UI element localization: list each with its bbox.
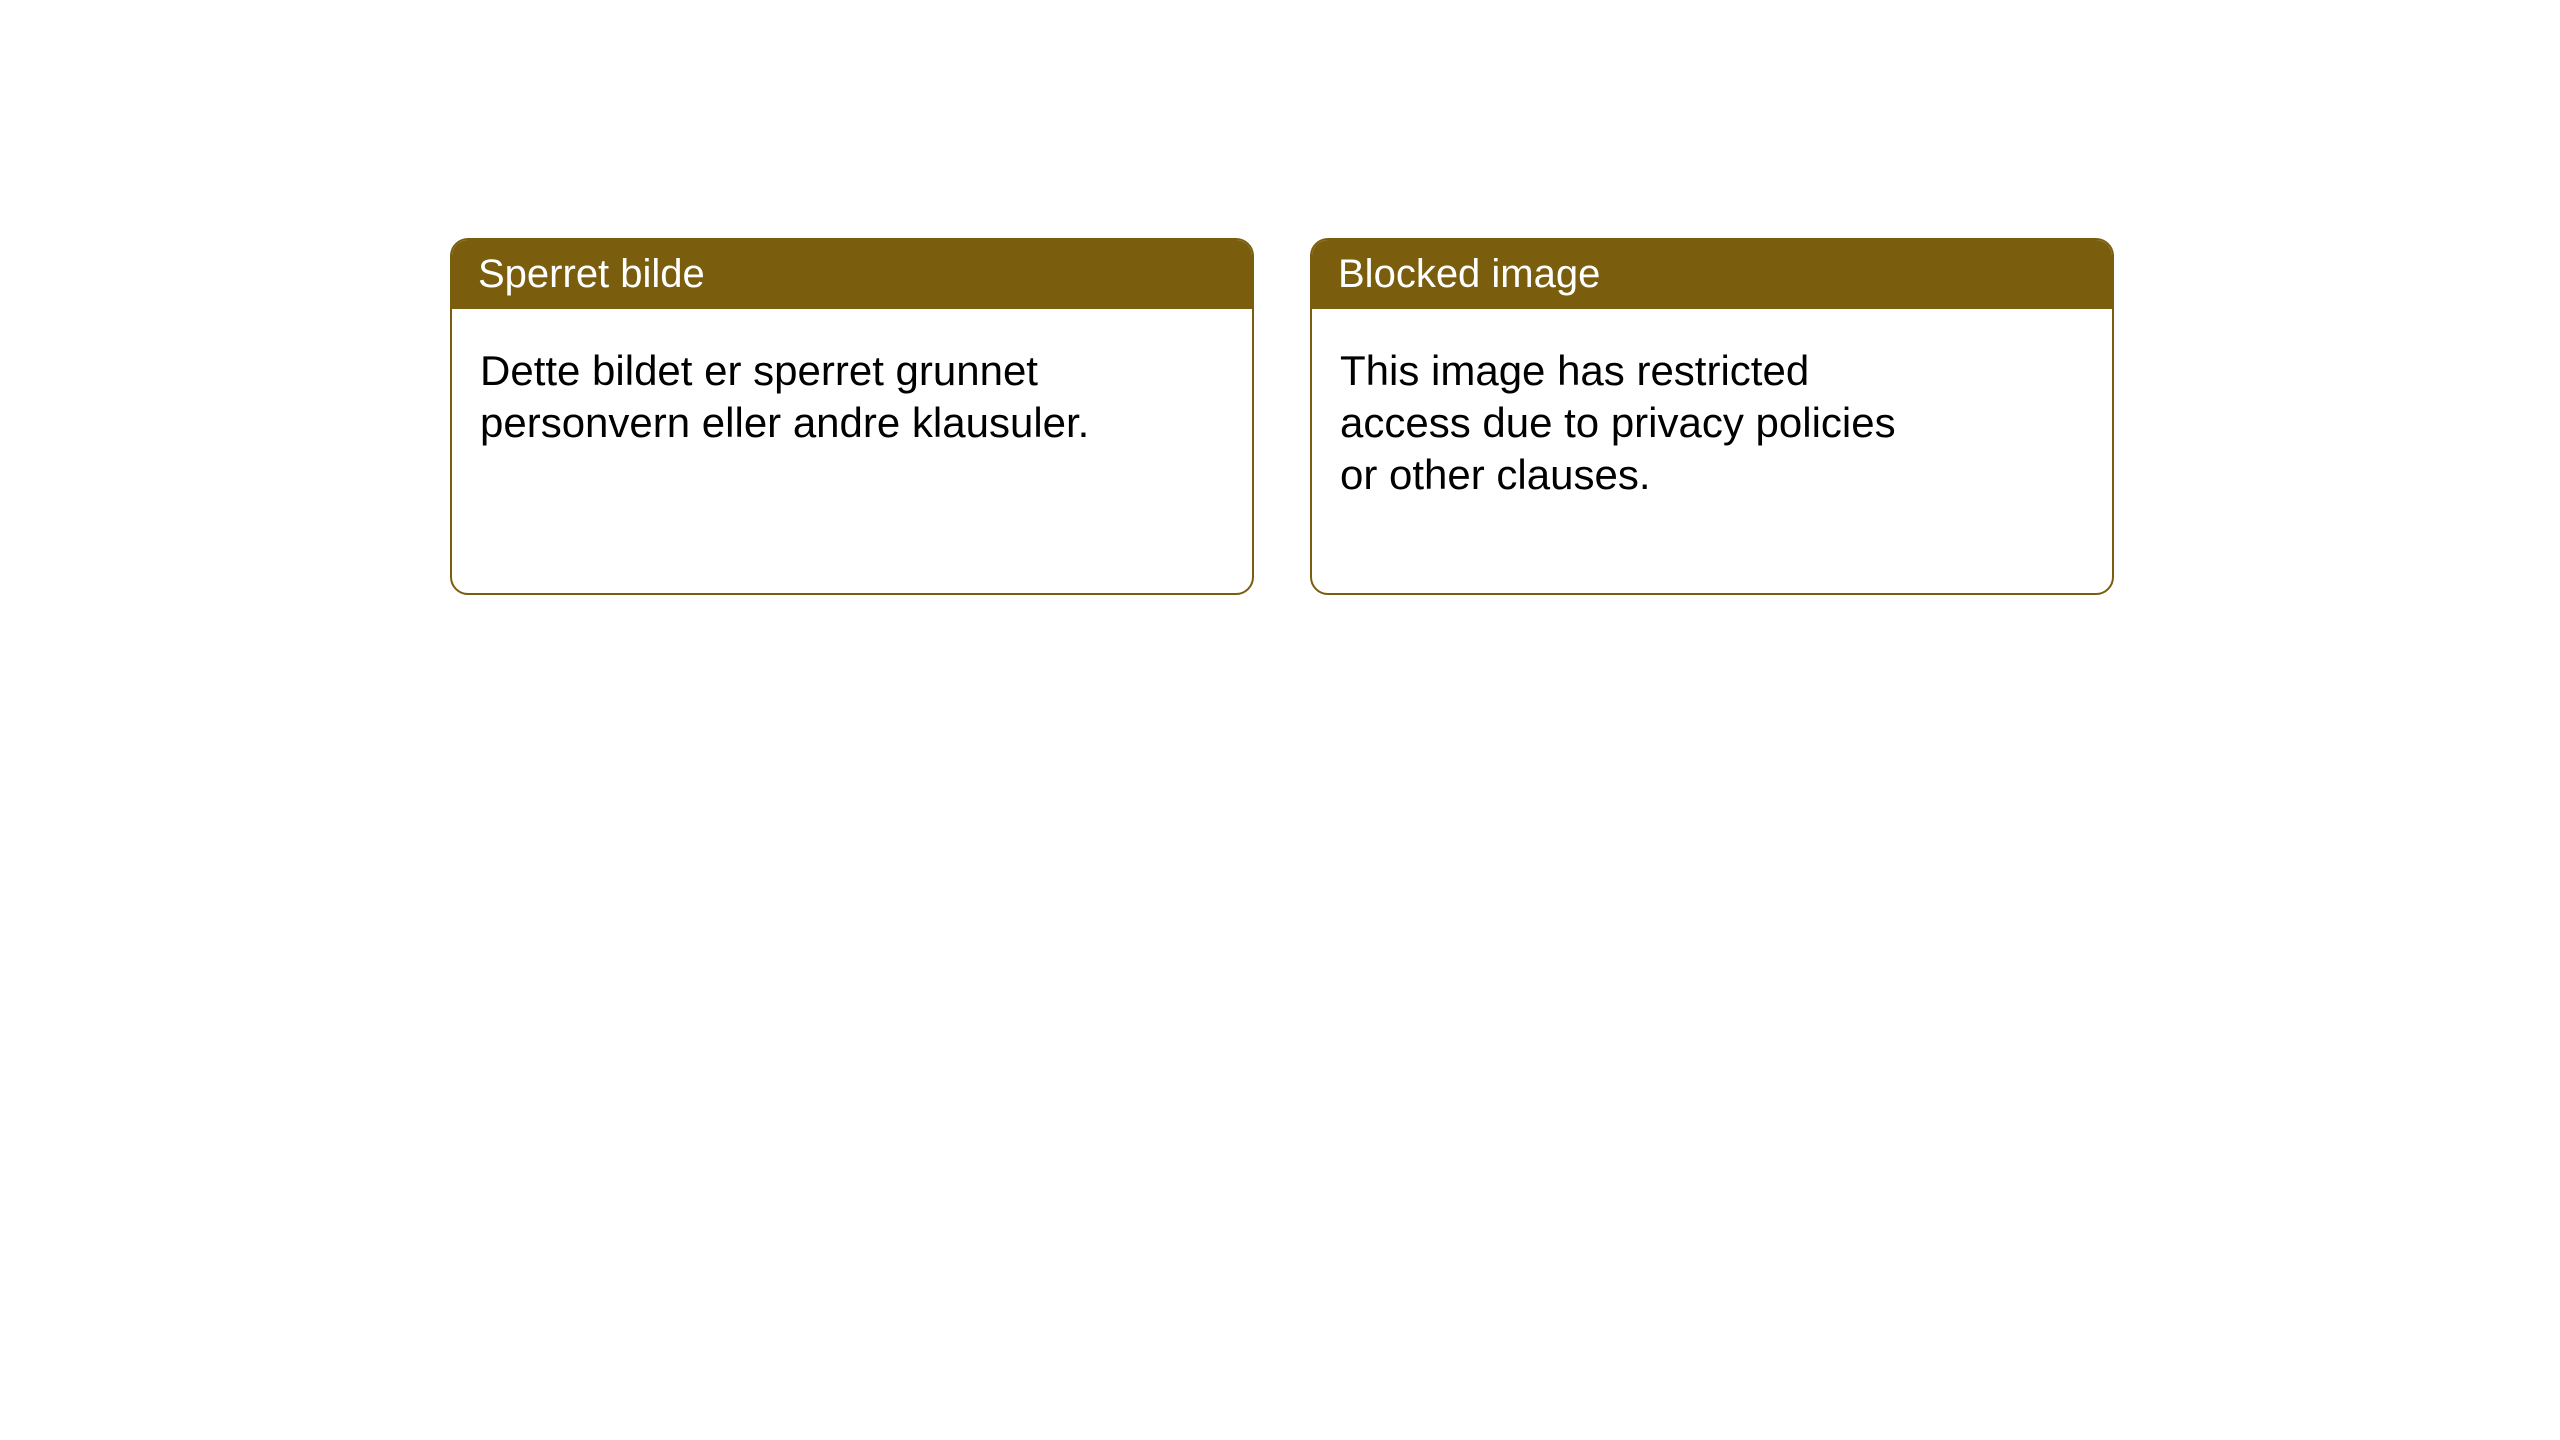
notice-container: Sperret bilde Dette bildet er sperret gr…	[0, 0, 2560, 595]
notice-box-norwegian: Sperret bilde Dette bildet er sperret gr…	[450, 238, 1254, 595]
notice-header-english: Blocked image	[1312, 240, 2112, 309]
notice-message-norwegian: Dette bildet er sperret grunnet personve…	[452, 309, 1172, 541]
notice-box-english: Blocked image This image has restricted …	[1310, 238, 2114, 595]
notice-message-english: This image has restricted access due to …	[1312, 309, 1972, 593]
notice-header-norwegian: Sperret bilde	[452, 240, 1252, 309]
